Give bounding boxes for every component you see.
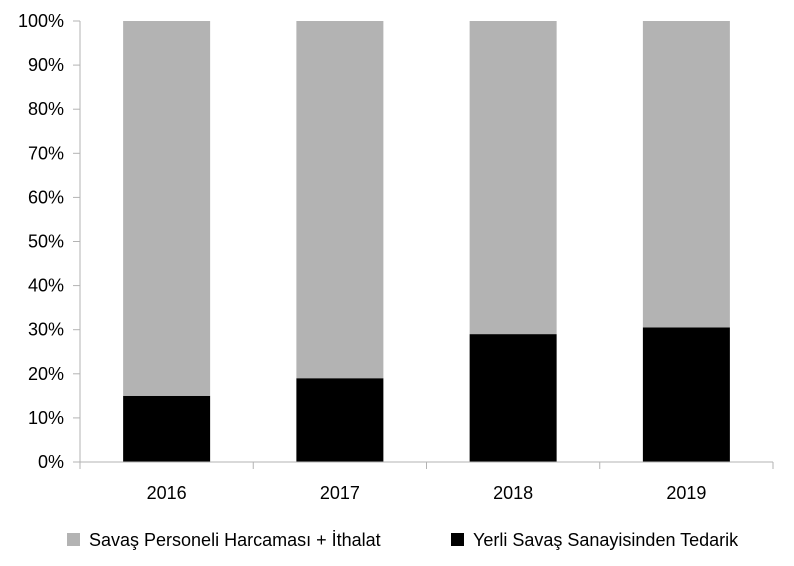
y-tick-label: 40% xyxy=(28,276,64,296)
legend-label: Savaş Personeli Harcaması + İthalat xyxy=(89,530,381,550)
bar-2018-series-1 xyxy=(469,21,557,335)
y-tick-labels: 0% 10% 20% 30% 40% 50% 60% 70% 80% 90% 100% xyxy=(18,11,64,472)
y-tick-label: 0% xyxy=(38,452,64,472)
axes-group xyxy=(73,20,774,469)
x-tick-label: 2016 xyxy=(147,483,187,503)
x-tick-label: 2019 xyxy=(666,483,706,503)
y-tick-label: 20% xyxy=(28,364,64,384)
bar-2018-series-0 xyxy=(469,334,557,462)
y-tick-label: 80% xyxy=(28,99,64,119)
x-tick-label: 2018 xyxy=(493,483,533,503)
y-tick-label: 70% xyxy=(28,143,64,163)
y-tick-label: 50% xyxy=(28,232,64,252)
bar-2019-series-0 xyxy=(642,327,730,462)
y-tick-label: 100% xyxy=(18,11,64,31)
bars-group xyxy=(123,21,730,462)
legend-label: Yerli Savaş Sanayisinden Tedarik xyxy=(473,530,739,550)
legend-swatch xyxy=(451,533,464,546)
y-tick-label: 60% xyxy=(28,187,64,207)
y-tick-label: 10% xyxy=(28,408,64,428)
bar-2017-series-1 xyxy=(296,21,384,379)
bar-2017-series-0 xyxy=(296,378,384,462)
legend-swatch xyxy=(67,533,80,546)
y-tick-label: 30% xyxy=(28,320,64,340)
x-tick-labels: 2016 2017 2018 2019 xyxy=(147,483,707,503)
bar-2016-series-1 xyxy=(123,21,211,396)
bar-2019-series-1 xyxy=(642,21,730,328)
y-tick-label: 90% xyxy=(28,55,64,75)
x-tick-label: 2017 xyxy=(320,483,360,503)
bar-2016-series-0 xyxy=(123,395,211,462)
legend: Savaş Personeli Harcaması + İthalat Yerli… xyxy=(67,530,739,550)
